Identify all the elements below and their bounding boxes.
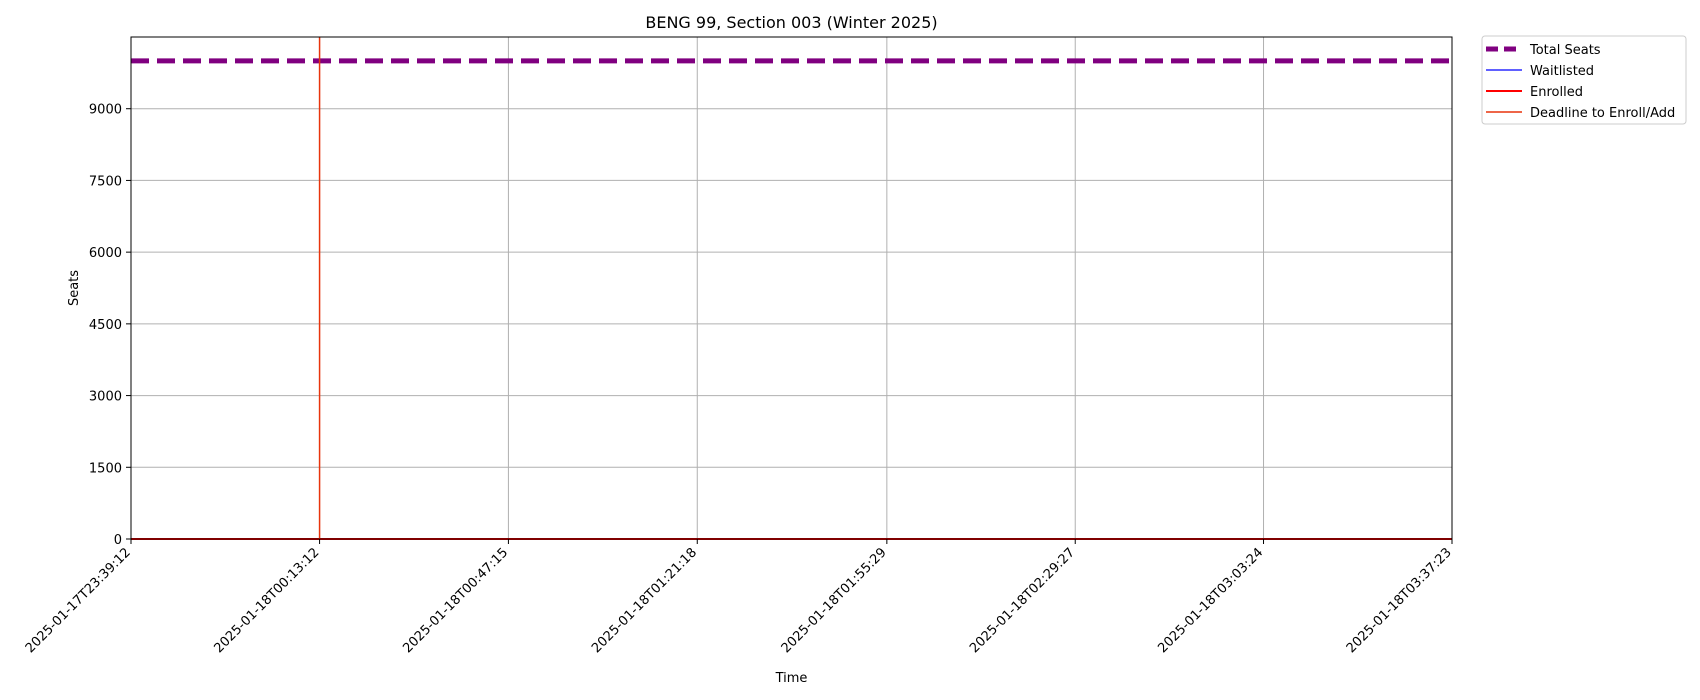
legend-label: Enrolled (1530, 85, 1583, 100)
plot-frame (130, 36, 1453, 540)
legend-label: Total Seats (1529, 43, 1601, 58)
legend-box (1481, 35, 1687, 125)
y-tick-label: 6000 (89, 246, 122, 261)
legend-label: Waitlisted (1530, 64, 1594, 79)
series-layer (131, 37, 1452, 540)
y-tick-label: 3000 (89, 390, 122, 405)
x-tick-label: 2025-01-18T02:29:27 (967, 545, 1078, 656)
legend: Total Seats Waitlisted Enrolled Deadline to… (1481, 35, 1687, 125)
legend-label: Deadline to Enroll/Add (1530, 106, 1675, 121)
x-tick-label: 2025-01-18T01:55:29 (779, 545, 890, 656)
x-tick-label: 2025-01-18T00:47:15 (400, 545, 511, 656)
y-tick-label: 0 (114, 533, 122, 548)
x-tick-label: 2025-01-18T03:03:24 (1155, 545, 1266, 656)
chart-title: BENG 99, Section 003 (Winter 2025) (645, 13, 937, 32)
axes (130, 36, 1453, 540)
x-axis-label: Time (775, 671, 808, 686)
y-tick-label: 9000 (89, 103, 122, 118)
ticks: 0 1500 3000 4500 6000 7500 9000 2025-01-17T23:3… (23, 103, 1455, 656)
y-tick-label: 1500 (89, 461, 122, 476)
y-tick-label: 7500 (89, 174, 122, 189)
x-tick-label: 2025-01-18T01:21:18 (589, 545, 700, 656)
x-tick-label: 2025-01-18T00:13:12 (211, 545, 322, 656)
x-tick-label: 2025-01-18T03:37:23 (1344, 545, 1455, 656)
x-tick-label: 2025-01-17T23:39:12 (23, 545, 134, 656)
y-tick-label: 4500 (89, 318, 122, 333)
y-axis-label: Seats (67, 270, 82, 306)
grid (130, 37, 1453, 540)
